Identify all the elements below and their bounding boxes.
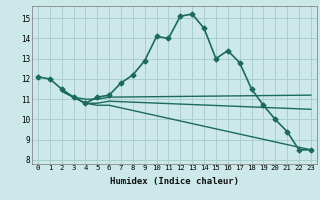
X-axis label: Humidex (Indice chaleur): Humidex (Indice chaleur) xyxy=(110,177,239,186)
